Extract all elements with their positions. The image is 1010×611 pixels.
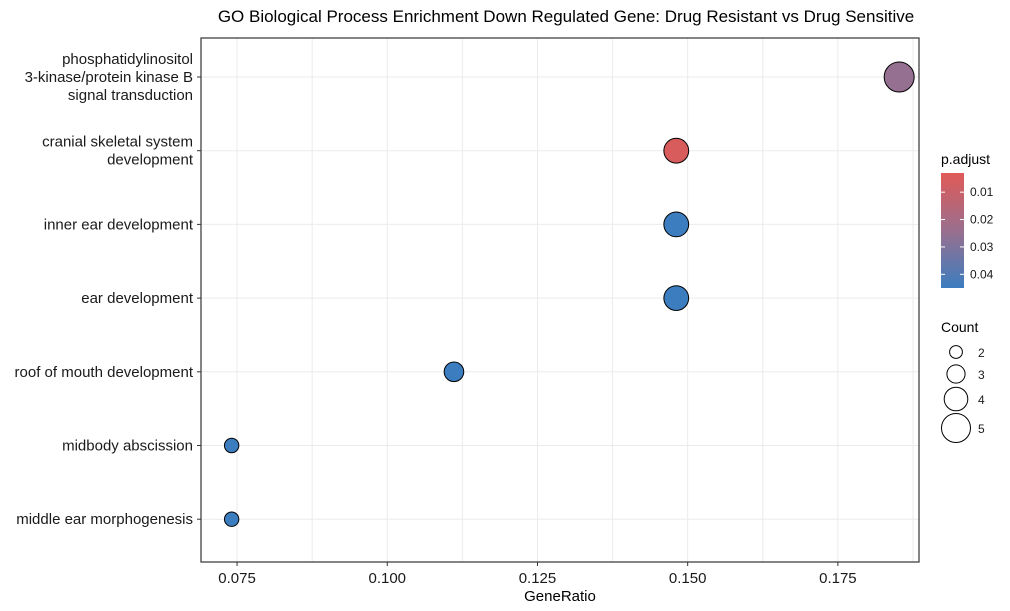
data-point xyxy=(663,211,690,238)
y-tick-label: 3-kinase/protein kinase B xyxy=(25,69,193,86)
x-axis: 0.075 0.100 0.125 0.150 0.175 xyxy=(218,562,857,587)
y-tick-label: development xyxy=(107,152,194,169)
data-point xyxy=(883,61,915,93)
size-legend-key xyxy=(949,345,963,359)
y-tick-label: cranial skeletal system xyxy=(42,134,193,151)
data-point xyxy=(443,361,465,383)
color-legend-title: p.adjust xyxy=(941,151,990,167)
y-tick-label: midbody abscission xyxy=(62,438,193,455)
data-point xyxy=(223,437,240,454)
y-tick-label: middle ear morphogenesis xyxy=(16,511,193,528)
y-tick-label: roof of mouth development xyxy=(15,364,194,381)
x-tick-label: 0.125 xyxy=(519,570,557,587)
size-legend: Count 2 3 4 5 xyxy=(941,319,985,443)
x-tick-label: 0.075 xyxy=(218,570,256,587)
x-tick-label: 0.100 xyxy=(368,570,406,587)
size-legend-label: 3 xyxy=(978,368,985,382)
grid-lines xyxy=(201,38,919,562)
size-legend-label: 2 xyxy=(978,346,985,360)
size-legend-key xyxy=(943,386,969,412)
plot-panel-border xyxy=(200,37,920,563)
color-legend-label: 0.03 xyxy=(970,240,994,254)
x-axis-title: GeneRatio xyxy=(524,588,596,605)
color-legend-label: 0.02 xyxy=(970,213,994,227)
size-legend-label: 4 xyxy=(978,393,985,407)
size-legend-title: Count xyxy=(941,319,978,335)
color-legend-label: 0.01 xyxy=(970,185,994,199)
x-tick-label: 0.150 xyxy=(669,570,707,587)
color-legend-bar xyxy=(941,173,964,288)
size-legend-label: 5 xyxy=(978,422,985,436)
size-legend-key xyxy=(946,364,966,384)
y-tick-label: signal transduction xyxy=(68,87,193,104)
data-point xyxy=(663,285,690,312)
data-point xyxy=(663,137,690,164)
chart-title: GO Biological Process Enrichment Down Re… xyxy=(218,7,914,26)
y-tick-label: inner ear development xyxy=(44,216,194,233)
y-tick-label: phosphatidylinositol xyxy=(62,51,193,68)
data-points xyxy=(223,61,915,527)
color-legend-label: 0.04 xyxy=(970,267,994,281)
size-legend-key xyxy=(941,413,971,443)
y-tick-label: ear development xyxy=(81,290,194,307)
x-tick-label: 0.175 xyxy=(819,570,857,587)
color-legend: p.adjust 0.01 0.02 0.03 0.04 xyxy=(941,151,994,288)
data-point xyxy=(223,511,240,527)
